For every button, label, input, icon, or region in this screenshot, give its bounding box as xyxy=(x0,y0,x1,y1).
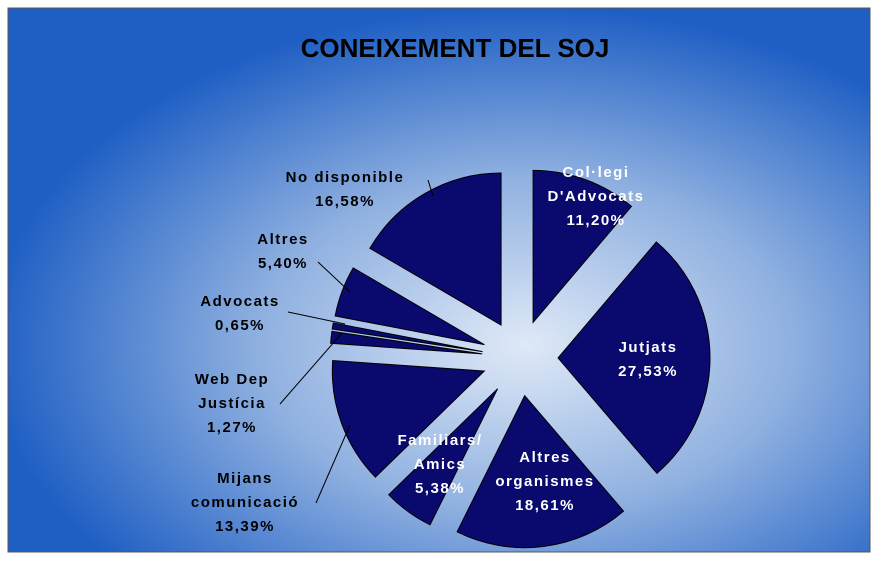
pie-slice xyxy=(369,172,502,326)
chart-title: CONEIXEMENT DEL SOJ xyxy=(301,33,610,63)
value-label: 13,39% xyxy=(215,518,275,535)
value-label: 16,58% xyxy=(315,193,375,210)
slice-label: No disponible xyxy=(286,169,405,186)
slice-label: Col·legi xyxy=(563,164,630,181)
pie-slice xyxy=(331,322,483,353)
slice-label: Familiars/ xyxy=(397,432,482,449)
pie-slice xyxy=(456,394,625,549)
value-label: 0,65% xyxy=(215,317,265,334)
value-label: 11,20% xyxy=(566,212,625,229)
leader-line xyxy=(427,179,434,197)
slice-label: Web Dep xyxy=(195,371,269,388)
leader-line xyxy=(279,332,343,405)
slice-label: Jutjats xyxy=(619,339,678,356)
value-label: 27,53% xyxy=(618,363,678,380)
slice-label: Altres xyxy=(257,231,309,248)
leader-line xyxy=(315,424,351,504)
slice-label: organismes xyxy=(495,473,594,490)
slice-label: Justícia xyxy=(198,395,266,412)
slice-label: Advocats xyxy=(200,293,280,310)
value-label: 18,61% xyxy=(515,497,575,514)
value-label: 5,38% xyxy=(415,480,465,497)
pie-slice xyxy=(334,267,485,346)
value-label: 5,40% xyxy=(258,255,308,272)
slice-label: comunicació xyxy=(191,494,299,511)
value-label: 1,27% xyxy=(207,419,257,436)
pie-slice xyxy=(532,169,633,324)
slice-label: D'Advocats xyxy=(548,188,645,205)
pie-slice xyxy=(330,330,483,355)
leader-line xyxy=(317,261,351,293)
pie-slice xyxy=(557,241,711,475)
pie-slice xyxy=(331,360,486,478)
slice-label: Mijans xyxy=(217,470,273,487)
slice-label: Altres xyxy=(519,449,571,466)
slice-label: Amics xyxy=(414,456,467,473)
leader-line xyxy=(287,311,346,325)
pie-slice xyxy=(387,388,499,526)
